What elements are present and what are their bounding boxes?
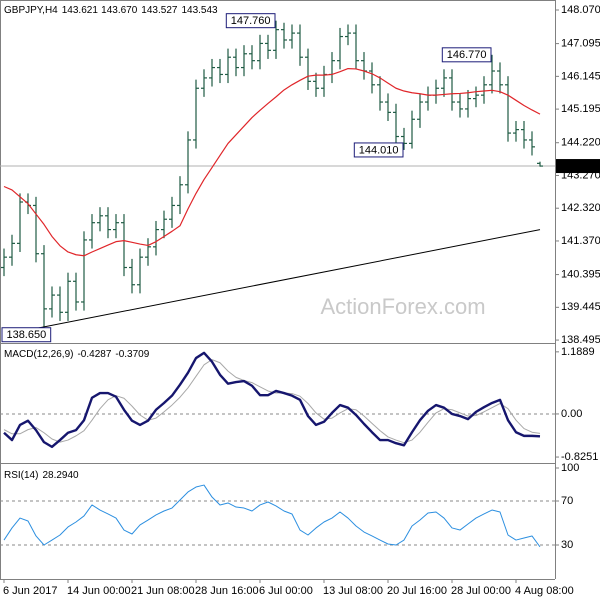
watermark: ActionForex.com bbox=[320, 294, 485, 319]
y-tick-label: 144.220 bbox=[561, 137, 600, 149]
moving-average bbox=[3, 68, 541, 257]
x-tick-label: 28 Jul 00:00 bbox=[451, 585, 511, 597]
y-tick-label: 142.320 bbox=[561, 202, 600, 214]
y-tick-label: 146.145 bbox=[561, 70, 600, 82]
symbol: GBPJPY,H4 bbox=[4, 5, 58, 16]
macd-main bbox=[3, 351, 541, 449]
x-tick-label: 21 Jun 08:00 bbox=[131, 585, 195, 597]
y-tick-label: 100 bbox=[561, 462, 579, 474]
header-close: 143.543 bbox=[181, 5, 218, 16]
rsi-last: 28.2940 bbox=[42, 470, 79, 481]
y-tick-label: 145.195 bbox=[561, 103, 600, 115]
y-tick-label: 0.00 bbox=[561, 408, 582, 420]
x-tick-label: 14 Jun 00:00 bbox=[67, 585, 131, 597]
y-tick-label: 148.070 bbox=[561, 4, 600, 16]
annotation-box bbox=[441, 47, 492, 63]
annotation-label: 146.770 bbox=[447, 49, 487, 61]
x-tick-label: 4 Aug 08:00 bbox=[515, 585, 574, 597]
y-tick-label: 141.370 bbox=[561, 235, 600, 247]
frame bbox=[0, 0, 556, 580]
y-tick-label: -0.8251 bbox=[561, 451, 598, 463]
current-price-label: 143.543 bbox=[559, 160, 599, 172]
x-tick-label: 6 Jul 00:00 bbox=[259, 585, 313, 597]
current-price-box bbox=[556, 159, 600, 174]
y-tick-label: 147.095 bbox=[561, 38, 600, 50]
annotation-box bbox=[353, 142, 404, 158]
header-high: 143.670 bbox=[101, 5, 138, 16]
annotation-label: 138.650 bbox=[6, 329, 46, 341]
x-tick-label: 13 Jul 08:00 bbox=[323, 585, 383, 597]
trendline bbox=[3, 229, 541, 336]
header-low: 143.527 bbox=[141, 5, 178, 16]
rsi-name: RSI(14) bbox=[4, 470, 38, 481]
macd-name: MACD(12,26,9) bbox=[4, 349, 73, 360]
y-tick-label: 1.1889 bbox=[561, 346, 595, 358]
x-tick-label: 6 Jun 2017 bbox=[3, 585, 57, 597]
rsi-line bbox=[3, 484, 541, 548]
annotation-box bbox=[225, 13, 276, 29]
chart-header: GBPJPY,H4 143.621 143.670 143.527 143.543 bbox=[4, 5, 218, 16]
macd-header: MACD(12,26,9) -0.4287 -0.3709 bbox=[4, 349, 150, 360]
annotation-label: 147.760 bbox=[231, 15, 271, 27]
macd-main-last: -0.4287 bbox=[77, 349, 111, 360]
annotation-label: 144.010 bbox=[359, 144, 399, 156]
y-tick-label: 30 bbox=[561, 539, 573, 551]
x-tick-label: 28 Jun 16:00 bbox=[195, 585, 259, 597]
y-tick-label: 138.495 bbox=[561, 334, 600, 346]
rsi-header: RSI(14) 28.2940 bbox=[4, 470, 79, 481]
y-tick-label: 139.445 bbox=[561, 301, 600, 313]
y-tick-label: 140.395 bbox=[561, 268, 600, 280]
x-tick-label: 20 Jul 16:00 bbox=[387, 585, 447, 597]
header-open: 143.621 bbox=[62, 5, 99, 16]
macd-signal-last: -0.3709 bbox=[115, 349, 149, 360]
annotation-box bbox=[1, 327, 52, 343]
y-tick-label: 70 bbox=[561, 495, 573, 507]
